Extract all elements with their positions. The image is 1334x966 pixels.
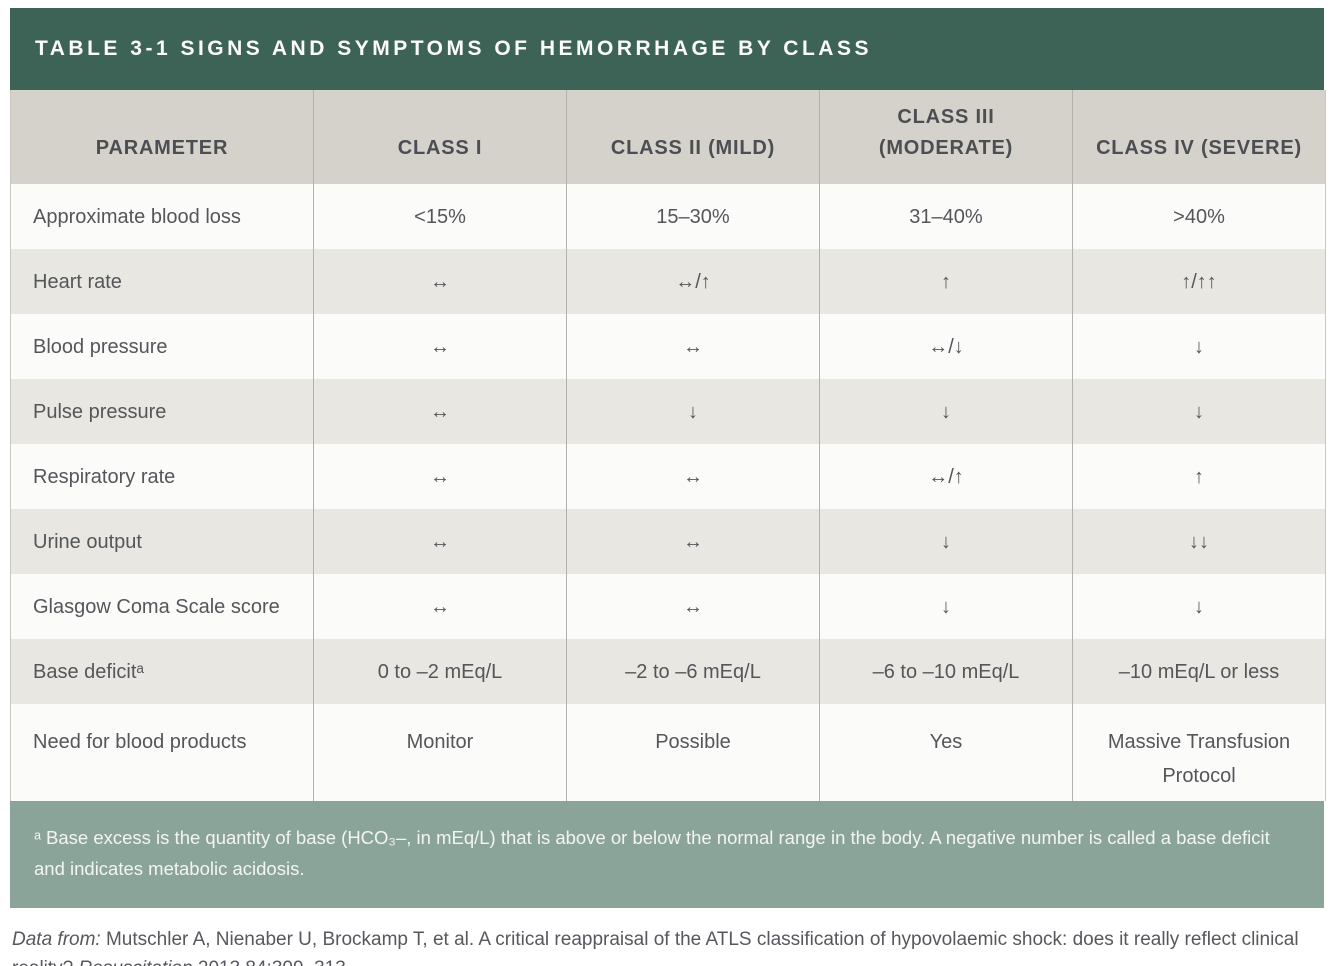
row-label: Base deficitᵃ — [10, 639, 314, 704]
footnote-text: ᵃ Base excess is the quantity of base (H… — [34, 827, 1270, 879]
row-label: Pulse pressure — [10, 379, 314, 444]
cell-value: –2 to –6 mEq/L — [566, 639, 820, 704]
cell-value: Possible — [566, 704, 820, 801]
cell-value: ↓ — [566, 379, 820, 444]
hemorrhage-class-table: PARAMETER CLASS I CLASS II (MILD) CLASS … — [10, 90, 1326, 801]
cell-value: Monitor — [313, 704, 567, 801]
row-label: Glasgow Coma Scale score — [10, 574, 314, 639]
row-label: Need for blood products — [10, 704, 314, 801]
row-label: Heart rate — [10, 249, 314, 314]
cell-value: –6 to –10 mEq/L — [819, 639, 1073, 704]
column-header-class2: CLASS II (MILD) — [566, 90, 820, 184]
table-header-row: PARAMETER CLASS I CLASS II (MILD) CLASS … — [10, 90, 1326, 184]
cell-value: ↔/↑ — [819, 444, 1073, 509]
table-row-blood-pressure: Blood pressure ↔ ↔ ↔/↓ ↓ — [10, 314, 1326, 379]
cell-value: 15–30% — [566, 184, 820, 249]
cell-value: ↑/↑↑ — [1072, 249, 1326, 314]
cell-value: ↓ — [819, 509, 1073, 574]
citation-tail: 2013,84:309–313. — [193, 958, 351, 966]
column-header-class3: CLASS III (MODERATE) — [819, 90, 1073, 184]
document-page: TABLE 3-1 SIGNS AND SYMPTOMS OF HEMORRHA… — [10, 8, 1326, 966]
cell-value: ↔ — [566, 314, 820, 379]
table-title-bar: TABLE 3-1 SIGNS AND SYMPTOMS OF HEMORRHA… — [10, 8, 1324, 90]
cell-value: –10 mEq/L or less — [1072, 639, 1326, 704]
cell-value: >40% — [1072, 184, 1326, 249]
citation: Data from: Mutschler A, Nienaber U, Broc… — [10, 925, 1324, 966]
cell-value: ↓ — [1072, 314, 1326, 379]
cell-value: ↔ — [566, 509, 820, 574]
cell-value: ↑ — [1072, 444, 1326, 509]
table-row-heart-rate: Heart rate ↔ ↔/↑ ↑ ↑/↑↑ — [10, 249, 1326, 314]
cell-value: 0 to –2 mEq/L — [313, 639, 567, 704]
row-label: Respiratory rate — [10, 444, 314, 509]
cell-value: ↔ — [313, 509, 567, 574]
table-row-pulse-pressure: Pulse pressure ↔ ↓ ↓ ↓ — [10, 379, 1326, 444]
table-row-blood-products: Need for blood products Monitor Possible… — [10, 704, 1326, 801]
cell-value: ↔ — [313, 379, 567, 444]
row-label: Blood pressure — [10, 314, 314, 379]
column-header-class4: CLASS IV (SEVERE) — [1072, 90, 1326, 184]
cell-value: ↔/↓ — [819, 314, 1073, 379]
citation-body: Mutschler A, Nienaber U, Brockamp T, et … — [12, 929, 1299, 966]
cell-value: 31–40% — [819, 184, 1073, 249]
cell-value: ↓ — [819, 379, 1073, 444]
footnote-band: ᵃ Base excess is the quantity of base (H… — [10, 801, 1324, 909]
cell-value: ↑ — [819, 249, 1073, 314]
cell-value: Massive Transfusion Protocol — [1072, 704, 1326, 801]
cell-value: Yes — [819, 704, 1073, 801]
cell-value: ↓ — [1072, 574, 1326, 639]
table-row-respiratory-rate: Respiratory rate ↔ ↔ ↔/↑ ↑ — [10, 444, 1326, 509]
cell-value: <15% — [313, 184, 567, 249]
citation-prefix: Data from: — [12, 929, 101, 951]
column-header-class1: CLASS I — [313, 90, 567, 184]
row-label: Approximate blood loss — [10, 184, 314, 249]
table-title: TABLE 3-1 SIGNS AND SYMPTOMS OF HEMORRHA… — [35, 37, 872, 60]
cell-value: ↔ — [313, 444, 567, 509]
table-row-urine-output: Urine output ↔ ↔ ↓ ↓↓ — [10, 509, 1326, 574]
table-row-blood-loss: Approximate blood loss <15% 15–30% 31–40… — [10, 184, 1326, 249]
cell-value: ↔ — [313, 574, 567, 639]
cell-value: ↓ — [1072, 379, 1326, 444]
cell-value: ↔ — [313, 249, 567, 314]
table-row-gcs: Glasgow Coma Scale score ↔ ↔ ↓ ↓ — [10, 574, 1326, 639]
table-row-base-deficit: Base deficitᵃ 0 to –2 mEq/L –2 to –6 mEq… — [10, 639, 1326, 704]
cell-value: ↓ — [819, 574, 1073, 639]
cell-value: ↓↓ — [1072, 509, 1326, 574]
cell-value: ↔ — [313, 314, 567, 379]
column-header-parameter: PARAMETER — [10, 90, 314, 184]
cell-value: ↔/↑ — [566, 249, 820, 314]
cell-value: ↔ — [566, 574, 820, 639]
row-label: Urine output — [10, 509, 314, 574]
citation-journal: Resuscitation — [79, 958, 193, 966]
cell-value: ↔ — [566, 444, 820, 509]
